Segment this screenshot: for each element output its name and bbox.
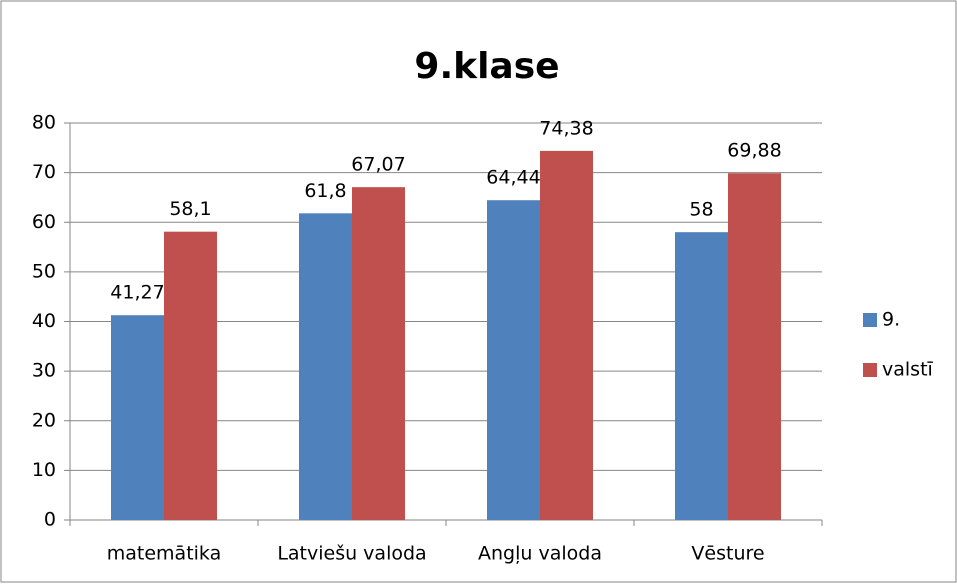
y-tick-label: 10 (32, 459, 56, 481)
bar (728, 173, 781, 520)
y-tick-label: 30 (32, 360, 56, 382)
value-label: 41,27 (110, 282, 164, 304)
y-tick-label: 0 (44, 509, 56, 531)
value-label: 74,38 (539, 117, 593, 139)
value-label: 58,1 (169, 198, 211, 220)
x-tick-label: matemātika (107, 543, 221, 565)
bar (352, 187, 405, 520)
y-tick-label: 60 (32, 211, 56, 233)
bar (164, 231, 217, 520)
bar (540, 150, 593, 520)
y-tick-label: 50 (32, 260, 56, 282)
y-tick-label: 70 (32, 161, 56, 183)
legend-swatch (863, 313, 877, 327)
y-tick-label: 20 (32, 409, 56, 431)
bar (111, 315, 164, 520)
chart-title: 9.klase (414, 46, 559, 87)
value-label: 58 (689, 199, 713, 221)
x-tick-label: Angļu valoda (478, 543, 602, 565)
value-label: 64,44 (486, 167, 540, 189)
value-label: 69,88 (727, 140, 781, 162)
value-label: 61,8 (304, 180, 346, 202)
y-tick-label: 40 (32, 310, 56, 332)
value-label: 67,07 (351, 154, 405, 176)
y-tick-label: 80 (32, 112, 56, 134)
legend-label: 9. (882, 309, 900, 331)
legend-label: valstī (882, 359, 934, 381)
bar (299, 213, 352, 520)
x-tick-label: Vēsture (691, 543, 764, 565)
legend-swatch (863, 363, 877, 377)
bar (675, 232, 728, 521)
x-tick-label: Latviešu valoda (277, 543, 426, 565)
bar (487, 200, 540, 521)
